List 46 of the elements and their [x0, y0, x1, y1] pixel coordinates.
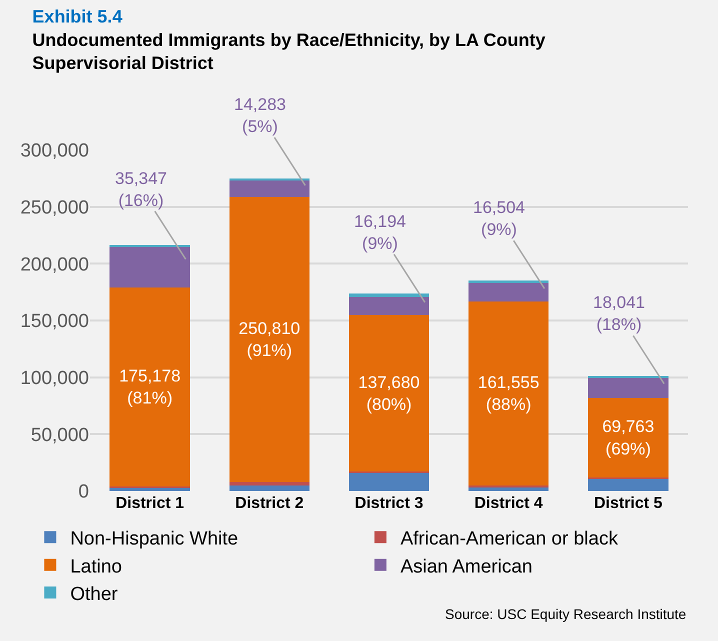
- bar: [348, 296, 430, 316]
- legend-label: African-American or black: [400, 528, 618, 550]
- x-tick-label: District 3: [354, 495, 424, 512]
- legend-label: Other: [70, 584, 118, 605]
- bar: [348, 293, 430, 297]
- chart-title: Exhibit 5.4: [32, 6, 122, 26]
- data-label: 35,347 (16%): [115, 169, 167, 210]
- data-label: 175,178 (81%): [119, 366, 181, 408]
- y-tick-label: 50,000: [30, 424, 89, 446]
- data-label: 14,283 (5%): [234, 95, 286, 136]
- data-label: 18,041 (18%): [593, 293, 645, 334]
- legend-label: Non-Hispanic White: [70, 528, 238, 550]
- y-tick-label: 300,000: [20, 140, 89, 162]
- bar: [229, 485, 310, 491]
- legend-label: Latino: [70, 556, 122, 578]
- bar: [588, 398, 668, 478]
- bar: [229, 196, 310, 482]
- data-label: 250,810 (91%): [238, 318, 300, 360]
- x-tick-label: District 2: [235, 495, 304, 512]
- data-label: 137,680 (80%): [358, 372, 420, 414]
- y-tick-label: 150,000: [20, 311, 89, 332]
- y-tick-label: 250,000: [20, 197, 89, 218]
- x-tick-label: District 5: [594, 495, 663, 512]
- x-tick-label: District 4: [474, 495, 543, 512]
- bar: [229, 482, 310, 486]
- y-tick-label: 100,000: [20, 368, 89, 389]
- bar: [348, 315, 430, 472]
- bar: [110, 247, 190, 288]
- bar: [468, 302, 549, 486]
- data-label: 69,763 (69%): [602, 417, 654, 458]
- bar: [588, 378, 668, 398]
- bar: [110, 287, 190, 486]
- y-tick-label: 0: [78, 482, 89, 503]
- bar: [468, 488, 549, 491]
- bar: [229, 180, 310, 197]
- data-label: 161,555 (88%): [478, 372, 540, 414]
- chart-subtitle: Undocumented Immigrants by Race/Ethnicity, by LA County Supervisorial District: [32, 30, 546, 74]
- legend-label: Asian American: [400, 556, 532, 578]
- x-tick-label: District 1: [116, 495, 184, 512]
- bar: [348, 472, 430, 491]
- source-note: Source: USC Equity Research Institute: [445, 606, 686, 622]
- bar: [588, 478, 668, 491]
- y-tick-label: 200,000: [20, 254, 89, 276]
- bar: [468, 282, 549, 302]
- data-label: 16,194 (9%): [354, 212, 406, 254]
- data-label: 16,504 (9%): [473, 198, 525, 240]
